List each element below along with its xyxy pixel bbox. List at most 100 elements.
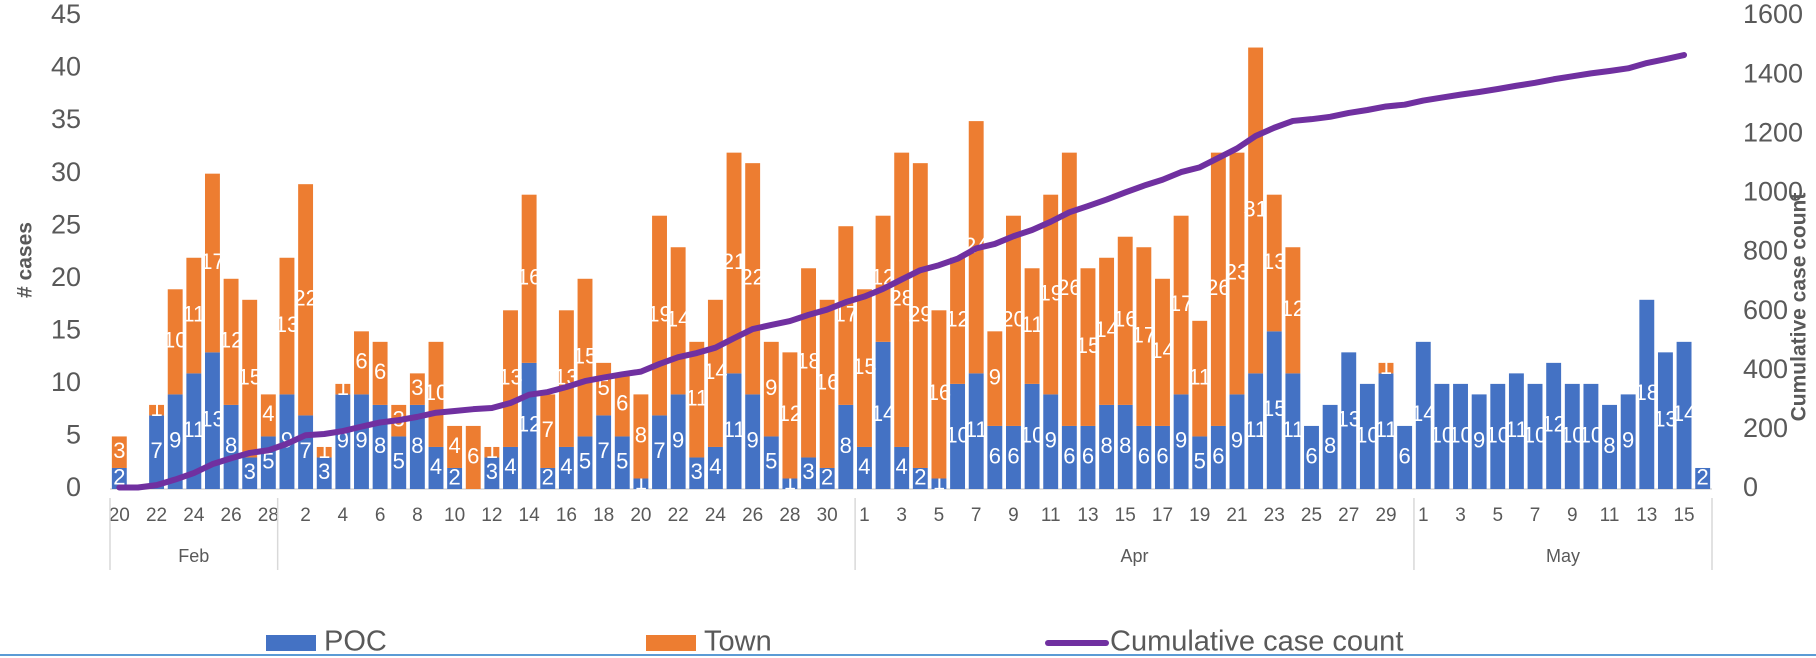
bar-poc	[1657, 352, 1673, 489]
bar-poc	[1471, 394, 1487, 489]
data-label: 10	[424, 380, 448, 405]
bar-town	[298, 184, 314, 416]
data-label: 19	[1038, 280, 1062, 305]
data-label: 6	[1138, 443, 1150, 468]
bar-poc	[540, 467, 556, 489]
data-label: 6	[1399, 443, 1411, 468]
bar-town	[111, 436, 127, 468]
data-label: 9	[1473, 428, 1485, 453]
x-tick-label: 4	[338, 505, 349, 526]
y-tick-label: 15	[51, 314, 81, 344]
bar-town	[856, 289, 872, 447]
data-label: 9	[1045, 428, 1057, 453]
bar-poc	[1210, 425, 1226, 489]
data-label: 11	[723, 417, 746, 442]
data-label: 7	[299, 438, 311, 463]
bar-poc	[1248, 373, 1264, 489]
bar-poc	[745, 394, 761, 489]
bar-poc	[875, 341, 891, 489]
bar-poc	[1024, 383, 1040, 489]
y-tick-label: 10	[51, 367, 81, 397]
x-tick-label: 24	[705, 505, 727, 526]
x-tick-label: 20	[109, 505, 130, 526]
group-label: May	[1546, 546, 1580, 566]
data-label: 9	[1231, 428, 1243, 453]
data-label: 29	[908, 301, 932, 326]
data-label: 15	[573, 343, 597, 368]
x-tick-label: 28	[258, 505, 279, 526]
bar-town	[1229, 152, 1245, 395]
bar-poc	[689, 457, 705, 489]
bar-poc	[1229, 394, 1245, 489]
data-label: 10	[1486, 422, 1510, 447]
data-label: 11	[1188, 364, 1211, 389]
data-label: 4	[858, 454, 870, 479]
y2-tick-label: 1200	[1743, 117, 1803, 147]
bar-poc	[1676, 341, 1692, 489]
bar-poc	[503, 446, 518, 489]
data-label: 1	[150, 396, 162, 421]
y2-axis-title: Cumulative case count	[1788, 193, 1811, 422]
x-tick-label: 3	[1455, 505, 1466, 526]
data-label: 5	[393, 449, 405, 474]
data-label: 6	[1212, 443, 1224, 468]
data-label: 12	[517, 412, 541, 437]
data-label: 6	[616, 391, 628, 416]
data-label: 6	[1305, 443, 1317, 468]
bar-poc	[1304, 425, 1319, 489]
bar-poc	[242, 457, 258, 489]
bar-poc	[1006, 425, 1021, 489]
bar-town	[465, 425, 481, 489]
data-label: 6	[467, 443, 479, 468]
bar-poc	[1490, 383, 1506, 489]
group-label: Feb	[178, 546, 209, 566]
data-label: 5	[598, 375, 610, 400]
data-label: 10	[1020, 422, 1044, 447]
bar-town	[372, 341, 388, 405]
bar-town	[484, 446, 500, 458]
data-label: 9	[355, 428, 367, 453]
data-label: 12	[778, 401, 802, 426]
legend-swatch	[646, 635, 696, 651]
bar-poc	[633, 478, 649, 489]
bar-poc	[1527, 383, 1543, 489]
x-tick-label: 6	[375, 505, 386, 526]
x-tick-label: 26	[221, 505, 242, 526]
bar-poc	[614, 436, 630, 489]
data-label: 10	[1560, 422, 1584, 447]
x-tick-label: 20	[630, 505, 651, 526]
bar-poc	[1508, 373, 1524, 489]
data-label: 9	[1622, 428, 1634, 453]
bar-poc	[335, 394, 351, 489]
data-label: 3	[691, 459, 703, 484]
bar-poc	[205, 352, 220, 489]
x-tick-label: 30	[817, 505, 838, 526]
data-label: 7	[542, 417, 554, 442]
data-label: 17	[1132, 322, 1156, 347]
data-label: 13	[1262, 249, 1286, 274]
data-label: 7	[598, 438, 610, 463]
data-label: 3	[244, 459, 256, 484]
data-label: 8	[840, 433, 852, 458]
bar-town	[242, 299, 258, 458]
data-label: 10	[1448, 422, 1472, 447]
data-label: 15	[852, 354, 876, 379]
y-axis-title: # cases	[14, 222, 37, 298]
bar-town	[577, 278, 593, 437]
y2-tick-label: 0	[1743, 472, 1758, 502]
data-label: 8	[225, 433, 237, 458]
x-tick-label: 23	[1264, 505, 1285, 526]
data-label: 4	[448, 433, 460, 458]
bar-poc	[1061, 425, 1077, 489]
data-label: 16	[815, 370, 839, 395]
data-label: 4	[560, 454, 572, 479]
x-tick-label: 25	[1301, 505, 1322, 526]
bar-town	[1080, 268, 1096, 426]
bar-town	[521, 194, 537, 363]
x-tick-label: 1	[1418, 505, 1429, 526]
data-label: 3	[113, 438, 125, 463]
bar-town	[726, 152, 742, 374]
bar-poc	[1136, 425, 1152, 489]
bar-town	[279, 257, 295, 395]
